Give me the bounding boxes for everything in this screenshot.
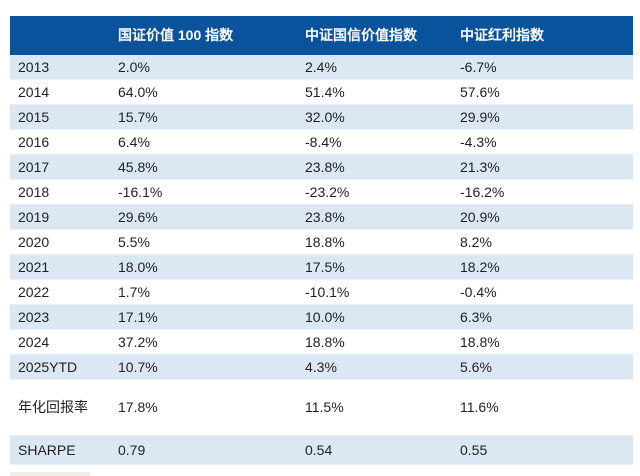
value-cell: 17.8%: [118, 399, 158, 415]
row-label: 2021: [18, 259, 50, 275]
value-cell: 10.0%: [305, 309, 345, 325]
value-cell: 5.5%: [118, 234, 150, 250]
row-label: 2024: [18, 334, 50, 350]
table-row: 2016 6.4% -8.4% -4.3%: [10, 130, 633, 155]
value-cell: 5.6%: [460, 359, 492, 375]
value-cell: 23.8%: [305, 209, 345, 225]
value-cell: 17.1%: [118, 309, 158, 325]
value-cell: 15.7%: [118, 109, 158, 125]
value-cell: 64.0%: [118, 84, 158, 100]
row-label: 2019: [18, 209, 50, 225]
table-row: 2015 15.7% 32.0% 29.9%: [10, 105, 633, 130]
value-cell: 21.3%: [460, 159, 500, 175]
value-cell: 23.8%: [305, 159, 345, 175]
value-cell: 45.8%: [118, 159, 158, 175]
value-cell: 4.3%: [305, 359, 337, 375]
row-label: 2025YTD: [18, 359, 78, 375]
value-cell: 20.9%: [460, 209, 500, 225]
table-row: 2025YTD 10.7% 4.3% 5.6%: [10, 355, 633, 380]
value-cell: 6.4%: [118, 134, 150, 150]
table-row: 2022 1.7% -10.1% -0.4%: [10, 280, 633, 305]
cropped-footer-fragment: [10, 472, 90, 476]
table-row: 2013 2.0% 2.4% -6.7%: [10, 55, 633, 80]
table-row: 2021 18.0% 17.5% 18.2%: [10, 255, 633, 280]
table-body: 2013 2.0% 2.4% -6.7% 2014 64.0% 51.4% 57.6% 2015…: [10, 55, 633, 465]
value-cell: 29.9%: [460, 109, 500, 125]
value-cell: -4.3%: [460, 134, 497, 150]
value-cell: -16.2%: [460, 184, 505, 200]
value-cell: -16.1%: [118, 184, 163, 200]
value-cell: -23.2%: [305, 184, 350, 200]
table-row: 2019 29.6% 23.8% 20.9%: [10, 205, 633, 230]
value-cell: 10.7%: [118, 359, 158, 375]
row-label: 2014: [18, 84, 50, 100]
value-cell: 0.55: [460, 442, 488, 458]
value-cell: 18.8%: [460, 334, 500, 350]
value-cell: 0.54: [305, 442, 333, 458]
value-cell: 8.2%: [460, 234, 492, 250]
row-label: 年化回报率: [18, 399, 88, 415]
value-cell: 2.0%: [118, 59, 150, 75]
value-cell: 32.0%: [305, 109, 345, 125]
row-label: 2023: [18, 309, 50, 325]
value-cell: -0.4%: [460, 284, 497, 300]
row-label: 2015: [18, 109, 50, 125]
row-label: 2018: [18, 184, 50, 200]
value-cell: 6.3%: [460, 309, 492, 325]
value-cell: 0.79: [118, 442, 146, 458]
table-row: SHARPE 0.79 0.54 0.55: [10, 436, 633, 465]
value-cell: 2.4%: [305, 59, 337, 75]
table-row: 年化回报率 17.8% 11.5% 11.6%: [10, 380, 633, 436]
value-cell: 51.4%: [305, 84, 345, 100]
value-cell: 18.8%: [305, 334, 345, 350]
value-cell: 18.0%: [118, 259, 158, 275]
index-performance-table: 国证价值 100 指数 中证国信价值指数 中证红利指数 2013 2.0% 2.4%…: [10, 16, 633, 465]
value-cell: 11.5%: [305, 399, 344, 415]
value-cell: 37.2%: [118, 334, 158, 350]
value-cell: 1.7%: [118, 284, 150, 300]
row-label: 2016: [18, 134, 50, 150]
row-label: 2017: [18, 159, 50, 175]
table-row: 2020 5.5% 18.8% 8.2%: [10, 230, 633, 255]
value-cell: 17.5%: [305, 259, 345, 275]
table-row: 2023 17.1% 10.0% 6.3%: [10, 305, 633, 330]
column-header-blank: [10, 16, 118, 55]
column-header-zhongzheng-guoxin-value: 中证国信价值指数: [305, 27, 417, 43]
row-label: SHARPE: [18, 442, 76, 458]
value-cell: -10.1%: [305, 284, 350, 300]
row-label: 2022: [18, 284, 50, 300]
table-row: 2014 64.0% 51.4% 57.6%: [10, 80, 633, 105]
row-label: 2013: [18, 59, 50, 75]
table-row: 2024 37.2% 18.8% 18.8%: [10, 330, 633, 355]
value-cell: 18.8%: [305, 234, 345, 250]
value-cell: -6.7%: [460, 59, 497, 75]
table-row: 2018 -16.1% -23.2% -16.2%: [10, 180, 633, 205]
value-cell: 11.6%: [460, 399, 499, 415]
table-header-row: 国证价值 100 指数 中证国信价值指数 中证红利指数: [10, 16, 633, 55]
value-cell: 29.6%: [118, 209, 158, 225]
row-label: 2020: [18, 234, 50, 250]
value-cell: 57.6%: [460, 84, 500, 100]
value-cell: -8.4%: [305, 134, 342, 150]
column-header-zhongzheng-dividend: 中证红利指数: [460, 27, 544, 43]
table-row: 2017 45.8% 23.8% 21.3%: [10, 155, 633, 180]
value-cell: 18.2%: [460, 259, 500, 275]
column-header-guozheng-value-100: 国证价值 100 指数: [118, 27, 234, 43]
